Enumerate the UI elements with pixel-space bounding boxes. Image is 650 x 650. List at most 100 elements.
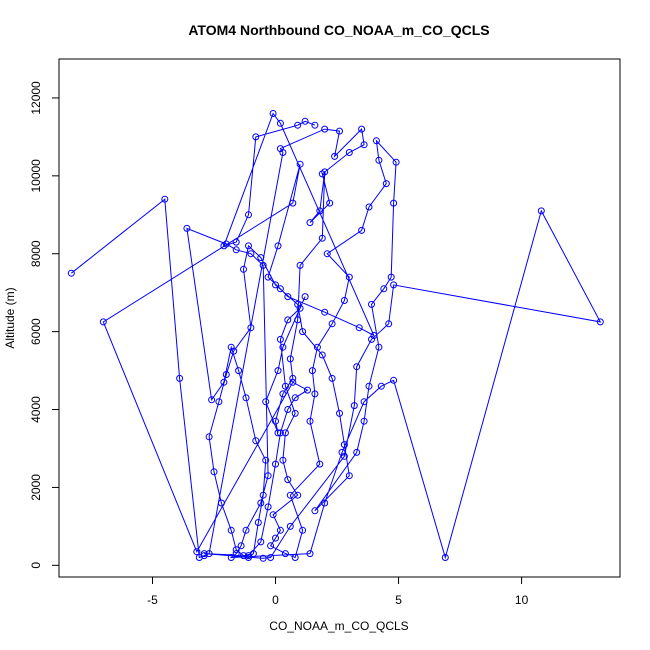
data-point: [281, 429, 289, 437]
data-point: [294, 121, 302, 129]
data-point: [269, 511, 277, 519]
data-point: [353, 363, 361, 371]
data-point: [289, 378, 297, 386]
y-tick-label: 10000: [29, 159, 43, 193]
data-point: [176, 374, 184, 382]
data-point: [235, 367, 243, 375]
data-point: [272, 534, 279, 542]
data-point: [284, 476, 292, 484]
data-point: [227, 343, 235, 351]
data-point: [301, 117, 309, 125]
data-point: [205, 550, 213, 558]
data-point: [245, 552, 252, 560]
x-tick-label: 10: [515, 593, 529, 607]
data-point: [382, 180, 390, 188]
data-point: [390, 376, 398, 384]
data-point: [269, 110, 277, 117]
data-point: [208, 396, 216, 404]
data-point: [311, 507, 319, 515]
data-point: [306, 417, 314, 425]
data-point: [259, 261, 267, 269]
data-point: [321, 125, 329, 133]
data-point: [247, 324, 255, 332]
data-point: [380, 285, 388, 293]
data-point: [257, 254, 265, 262]
data-point: [232, 246, 240, 254]
data-point: [328, 374, 336, 382]
data-point: [267, 542, 275, 550]
x-tick-label: 0: [272, 593, 279, 607]
data-point: [210, 468, 218, 476]
data-point: [242, 394, 250, 402]
data-point: [276, 526, 284, 534]
data-point: [306, 550, 314, 558]
data-point: [304, 386, 311, 394]
data-point: [360, 417, 368, 425]
data-point: [276, 335, 284, 343]
data-point: [67, 269, 75, 277]
data-point: [296, 261, 304, 269]
data-point: [279, 343, 287, 351]
data-point: [441, 554, 449, 561]
data-point: [311, 390, 319, 398]
y-tick-label: 8000: [29, 240, 43, 267]
data-point: [345, 149, 353, 156]
data-point: [360, 398, 368, 406]
data-point: [355, 324, 363, 332]
data-point: [340, 441, 348, 449]
data-point: [350, 402, 358, 410]
data-point: [254, 519, 262, 526]
data-point: [257, 499, 265, 507]
data-point: [279, 390, 287, 398]
data-point: [294, 491, 302, 499]
data-point: [215, 398, 223, 406]
data-point: [299, 526, 307, 534]
data-point: [245, 242, 252, 250]
data-point: [264, 503, 272, 511]
data-point: [390, 199, 398, 207]
data-point: [372, 137, 380, 145]
data-point: [311, 121, 319, 129]
data-point: [281, 550, 289, 558]
data-point: [286, 491, 294, 499]
x-axis: -5 0 5 10: [147, 576, 529, 607]
data-point: [284, 293, 292, 301]
data-point: [360, 141, 368, 149]
data-point: [368, 300, 375, 308]
data-point: [286, 355, 294, 363]
data-point: [247, 250, 255, 258]
data-point: [99, 318, 107, 326]
data-point: [375, 343, 383, 351]
data-point: [232, 550, 240, 558]
data-point: [264, 273, 272, 281]
data-point: [323, 250, 331, 258]
data-point: [272, 417, 279, 425]
data-point: [387, 273, 395, 281]
data-point: [291, 554, 299, 561]
data-point: [358, 226, 366, 234]
data-point: [281, 382, 289, 390]
data-point: [262, 456, 270, 464]
data-point: [252, 437, 260, 445]
data-point: [301, 293, 309, 301]
data-point: [193, 548, 201, 556]
x-tick-label: 5: [395, 593, 402, 607]
data-point: [232, 546, 240, 554]
data-point: [276, 285, 284, 293]
data-point: [289, 199, 297, 207]
data-point: [205, 433, 213, 441]
data-point: [318, 234, 326, 242]
data-point: [390, 281, 398, 289]
y-tick-label: 12000: [29, 81, 43, 115]
data-point: [240, 265, 247, 273]
data-point: [294, 300, 302, 308]
data-point: [284, 316, 292, 324]
data-point: [321, 308, 329, 316]
data-point: [279, 456, 287, 464]
data-point: [392, 158, 400, 166]
data-point: [353, 448, 361, 456]
series-layer: [67, 110, 604, 562]
y-axis-label: Altitude (m): [3, 287, 17, 348]
data-point: [183, 224, 191, 232]
